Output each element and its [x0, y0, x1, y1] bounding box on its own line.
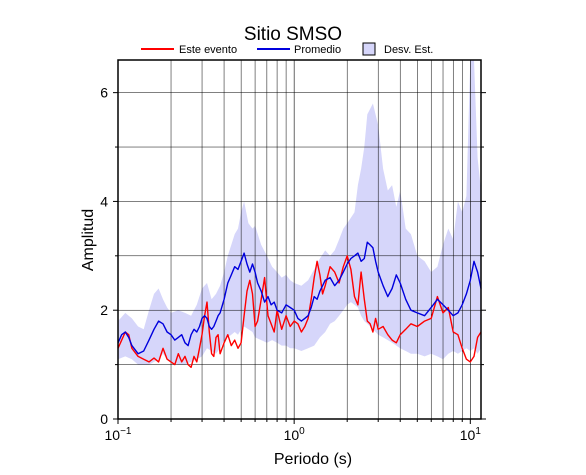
- y-tick-label: 4: [100, 193, 108, 209]
- y-tick-label: 0: [100, 411, 108, 427]
- legend: Este evento Promedio Desv. Est.: [141, 42, 433, 56]
- legend-std-swatch: [362, 42, 376, 56]
- chart-title: Sitio SMSO: [244, 24, 342, 45]
- y-tick-label: 2: [100, 302, 108, 318]
- legend-mean-label: Promedio: [294, 44, 341, 56]
- legend-std-label: Desv. Est.: [384, 44, 433, 56]
- x-axis-title: Periodo (s): [274, 451, 352, 468]
- series-line-mean: [117, 241, 482, 355]
- series-line-event: [117, 255, 482, 368]
- plot-frame: [117, 59, 482, 420]
- x-tick-label: 10−1: [105, 426, 132, 443]
- y-tick-label: 6: [100, 85, 108, 101]
- x-tick-label: 100: [284, 426, 306, 443]
- std-band: [118, 60, 481, 365]
- plot-area: 0 2 4 6 10−1 100 101: [100, 59, 486, 443]
- y-axis-title: Amplitud: [80, 209, 97, 271]
- legend-event-label: Este evento: [179, 44, 237, 56]
- x-tick-label: 101: [460, 426, 482, 443]
